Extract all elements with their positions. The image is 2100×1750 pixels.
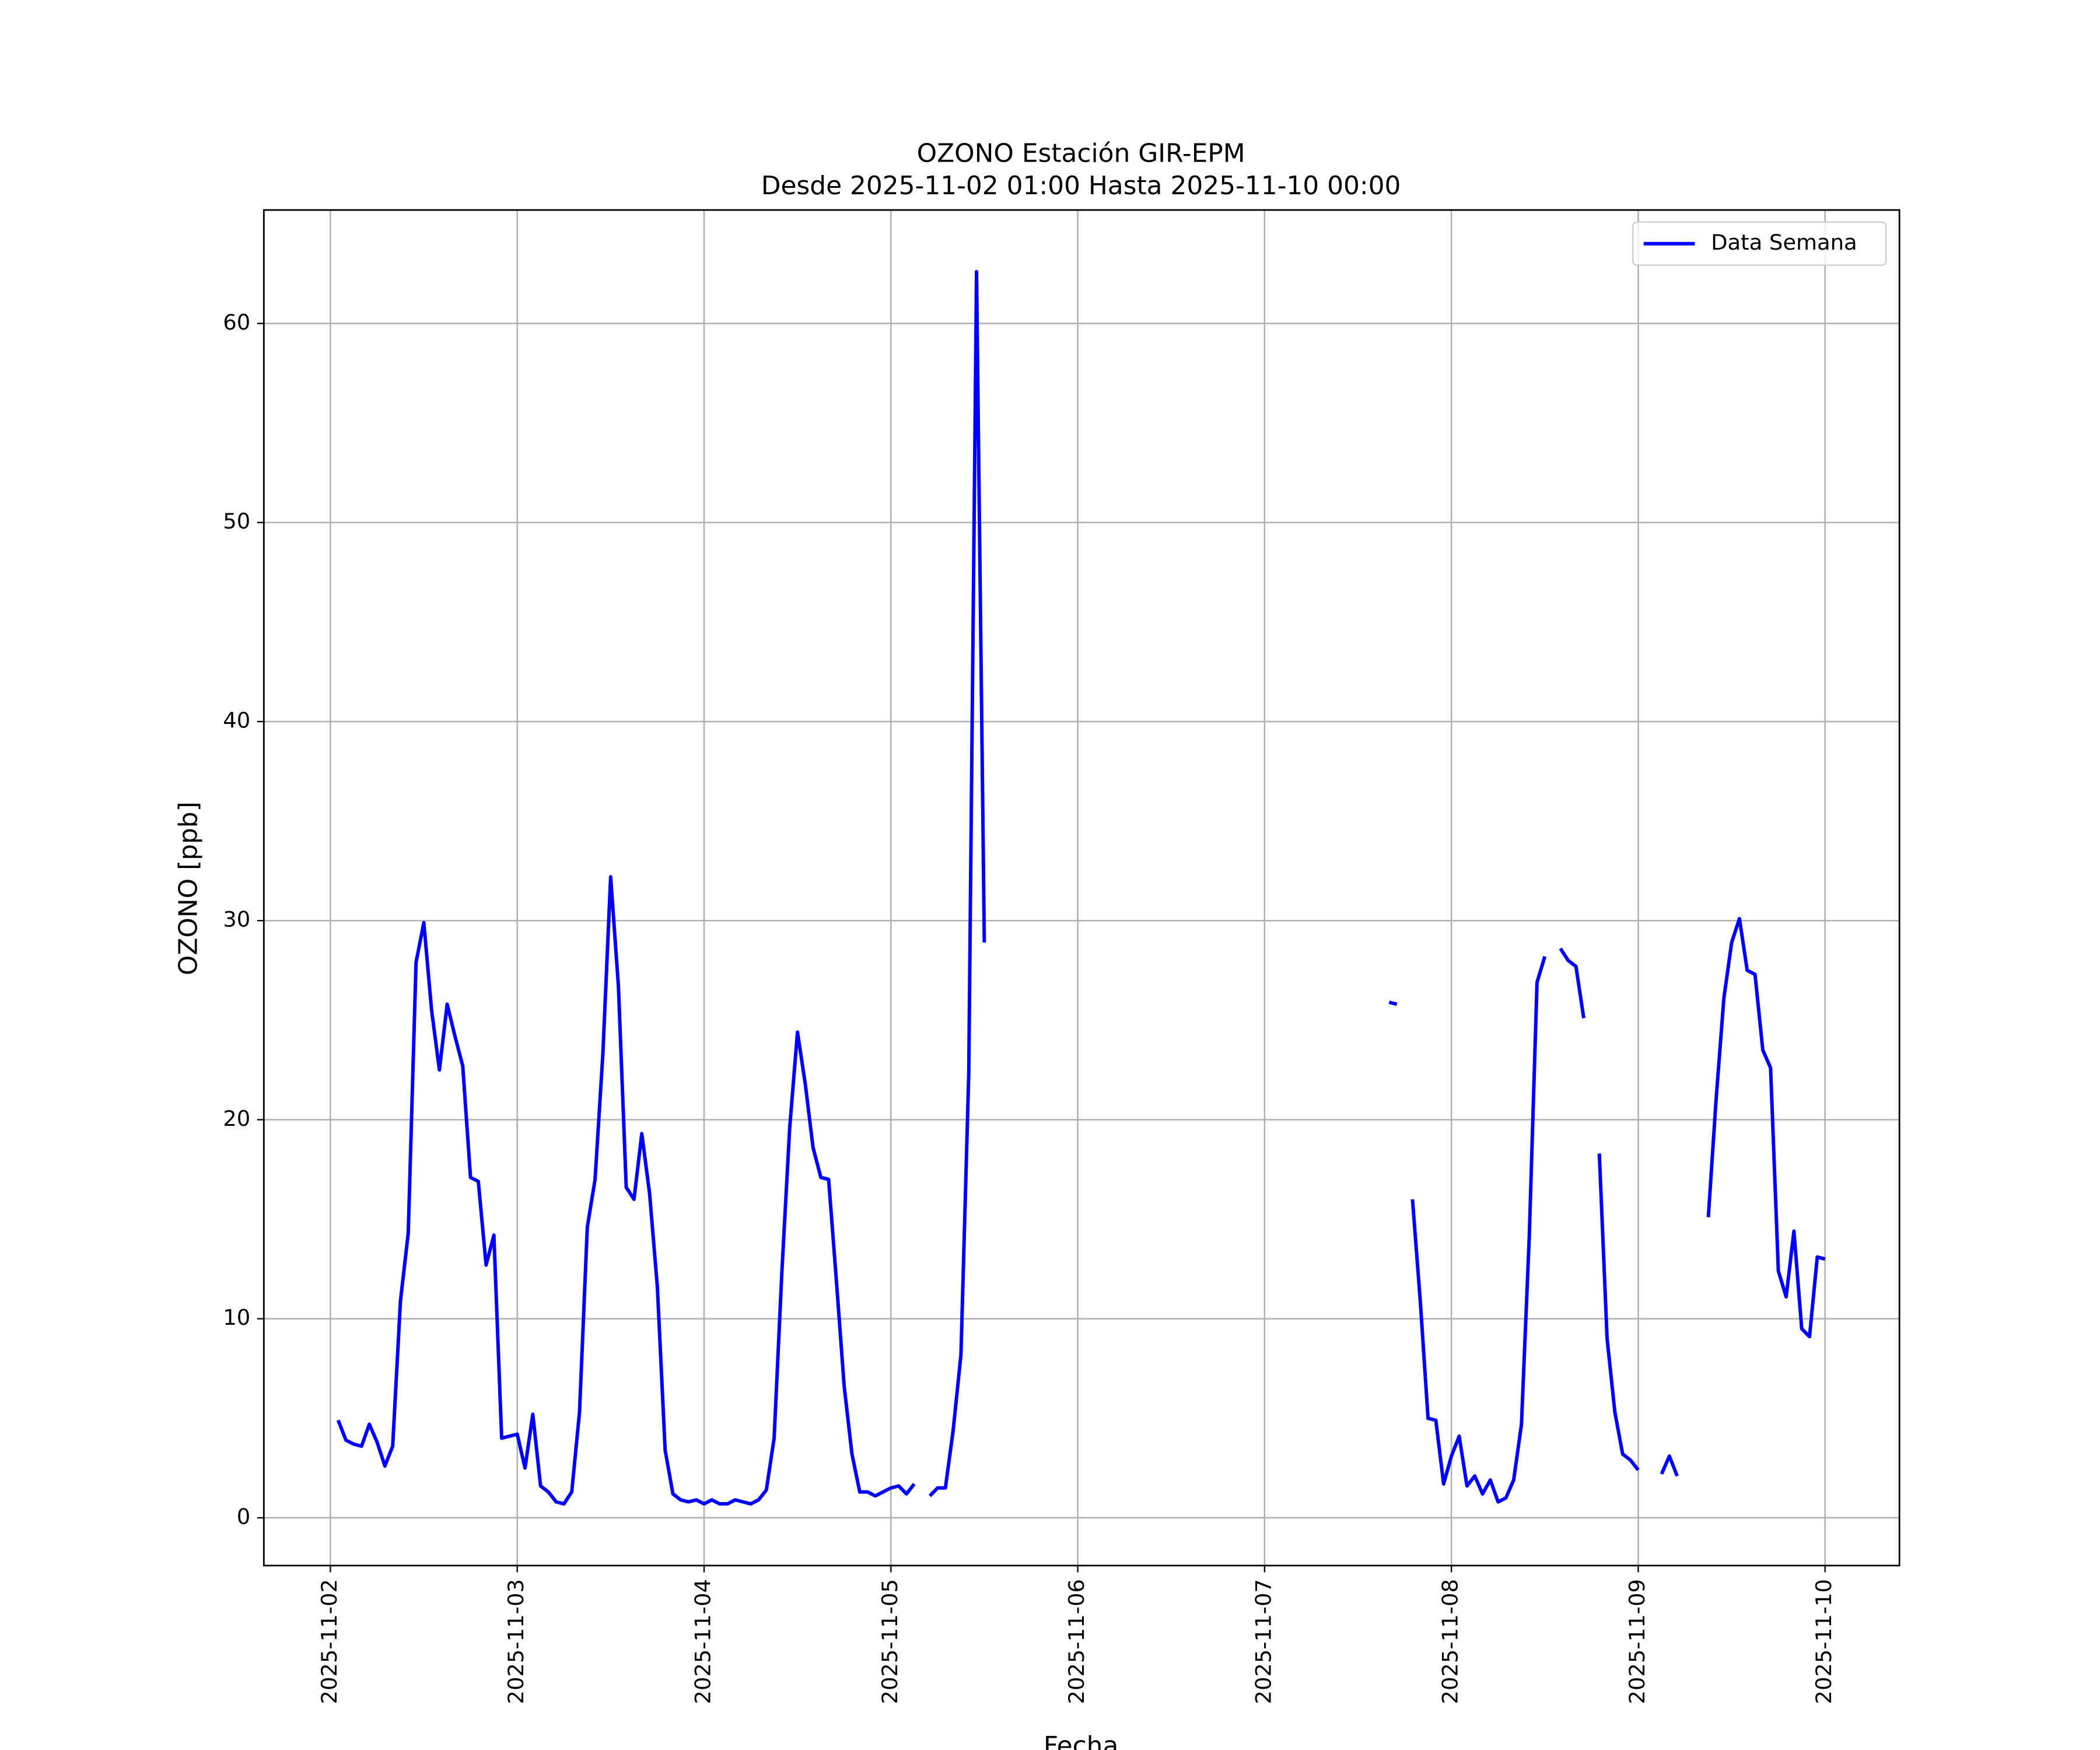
chart-title: OZONO Estación GIR-EPM <box>917 138 1245 168</box>
x-tick-label: 2025-11-05 <box>877 1579 902 1704</box>
x-tick-label: 2025-11-07 <box>1251 1579 1276 1704</box>
legend-label: Data Semana <box>1711 230 1857 255</box>
x-tick-label: 2025-11-06 <box>1064 1579 1089 1704</box>
x-tick-label: 2025-11-08 <box>1438 1579 1463 1704</box>
chart-subtitle: Desde 2025-11-02 01:00 Hasta 2025-11-10 … <box>761 171 1401 201</box>
y-tick-label: 50 <box>223 509 250 534</box>
y-tick-label: 20 <box>223 1106 250 1131</box>
y-tick-label: 40 <box>223 708 250 733</box>
data-line <box>336 270 1826 1506</box>
x-tick-label: 2025-11-02 <box>317 1579 342 1704</box>
y-tick-label: 60 <box>223 310 250 335</box>
plot-frame <box>262 209 1901 1567</box>
x-axis-label: Fecha <box>1044 1731 1119 1750</box>
x-tick-label: 2025-11-03 <box>503 1579 528 1704</box>
legend-box <box>1632 221 1887 266</box>
x-tick-label: 2025-11-04 <box>690 1579 715 1704</box>
y-axis-label: OZONO [ppb] <box>173 802 203 975</box>
y-tick-label: 30 <box>223 907 250 932</box>
x-tick-label: 2025-11-10 <box>1811 1579 1836 1704</box>
y-tick-label: 10 <box>223 1305 250 1330</box>
x-tick-label: 2025-11-09 <box>1625 1579 1650 1704</box>
y-tick-label: 0 <box>237 1504 250 1529</box>
